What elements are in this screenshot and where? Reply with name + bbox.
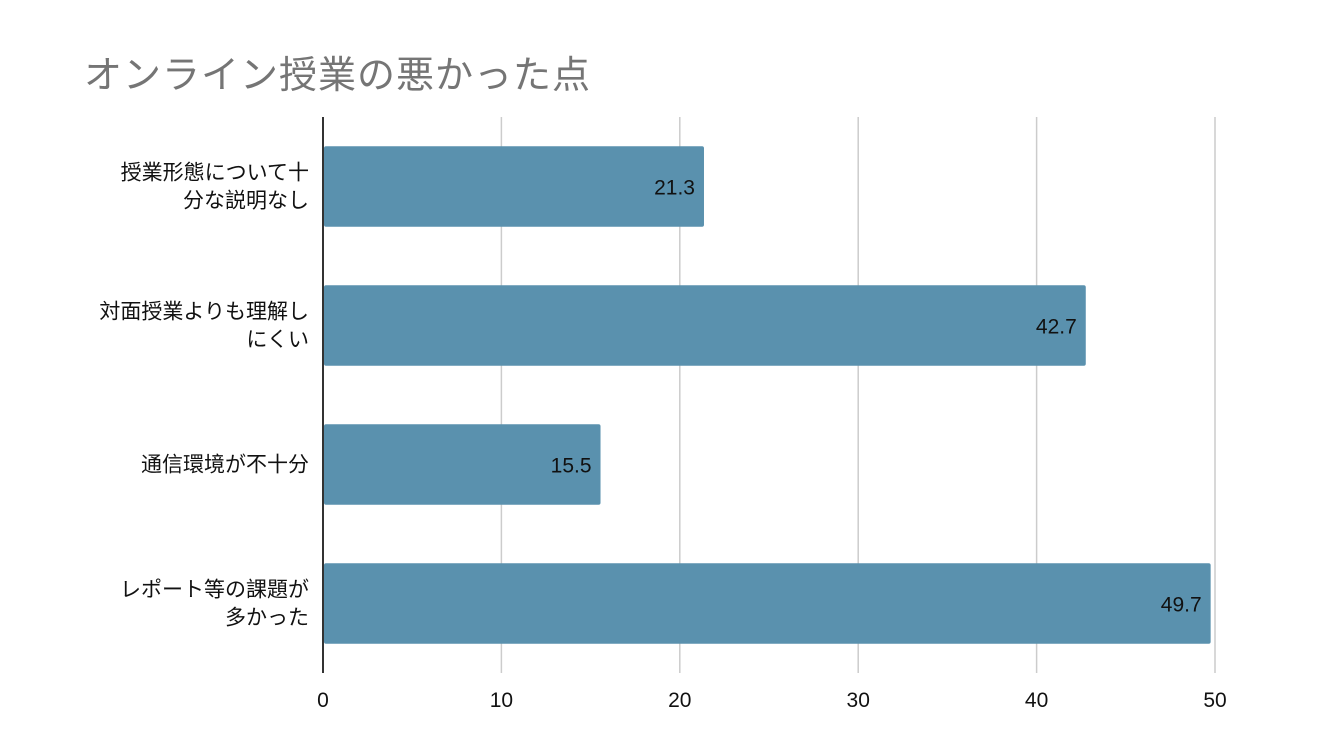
x-tick-label: 10 bbox=[490, 689, 513, 712]
category-label: 多かった bbox=[225, 606, 309, 630]
data-label: 42.7 bbox=[1036, 316, 1077, 339]
bar bbox=[324, 285, 1086, 366]
category-label: 対面授業よりも理解し bbox=[99, 300, 309, 324]
category-label: にくい bbox=[246, 328, 309, 352]
bar bbox=[324, 563, 1211, 644]
x-tick-label: 20 bbox=[668, 689, 691, 712]
bar bbox=[324, 146, 704, 227]
chart-title: オンライン授業の悪かった点 bbox=[84, 53, 592, 97]
category-label: 分な説明なし bbox=[183, 189, 309, 213]
bar bbox=[324, 424, 601, 505]
x-tick-label: 30 bbox=[847, 689, 870, 712]
data-label: 15.5 bbox=[551, 455, 592, 478]
category-label: 授業形態について十 bbox=[121, 161, 309, 185]
category-label: レポート等の課題が bbox=[120, 578, 309, 602]
x-tick-label: 50 bbox=[1203, 689, 1226, 712]
data-label: 49.7 bbox=[1161, 594, 1202, 617]
x-tick-label: 40 bbox=[1025, 689, 1048, 712]
bars bbox=[324, 146, 1211, 644]
x-tick-label: 0 bbox=[317, 689, 329, 712]
category-label: 通信環境が不十分 bbox=[141, 453, 309, 477]
data-label: 21.3 bbox=[654, 177, 695, 200]
